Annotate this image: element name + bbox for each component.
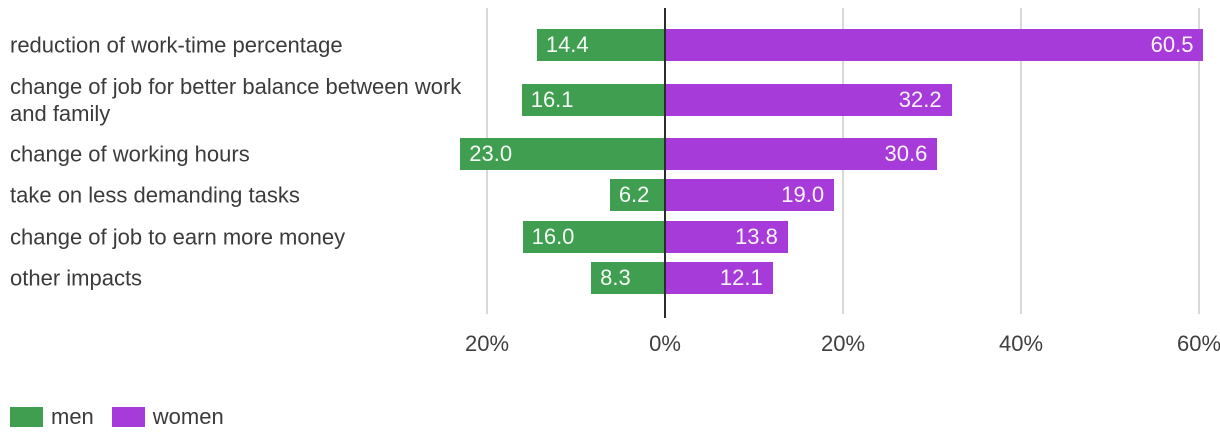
value-label-women: 30.6 (884, 141, 928, 166)
zero-axis-line (664, 8, 666, 318)
x-tick-label: 20% (820, 331, 866, 356)
value-label-men: 14.4 (545, 32, 589, 57)
bar-women: 32.2 (665, 84, 952, 116)
category-label: reduction of work-time percentage (10, 32, 343, 58)
category-label: change of working hours (10, 141, 250, 167)
value-label-men: 8.3 (600, 265, 631, 290)
bar-women: 19.0 (665, 179, 835, 211)
bar-women: 60.5 (665, 29, 1204, 61)
category-label: other impacts (10, 265, 143, 291)
legend-item-women: women (111, 404, 224, 430)
bar-women: 13.8 (665, 221, 788, 253)
legend-label-women: women (152, 404, 224, 429)
women-swatch (111, 407, 145, 427)
x-tick-label: 0% (649, 331, 681, 356)
value-label-women: 12.1 (719, 265, 763, 290)
bar-men: 14.4 (536, 29, 665, 61)
gridline (1020, 8, 1022, 314)
bar-women: 12.1 (665, 262, 773, 294)
bar-men: 6.2 (609, 179, 665, 211)
value-label-women: 60.5 (1150, 32, 1194, 57)
legend-item-men: men (10, 404, 94, 430)
value-label-women: 19.0 (781, 182, 825, 207)
legend: men women (10, 404, 224, 430)
category-label: change of job for better balance between… (10, 74, 462, 126)
x-tick-label: 40% (998, 331, 1044, 356)
legend-label-men: men (51, 404, 94, 429)
x-tick-label: 20% (464, 331, 510, 356)
men-swatch (10, 407, 43, 427)
value-label-men: 16.1 (530, 87, 574, 112)
value-label-women: 13.8 (734, 224, 778, 249)
bar-men: 23.0 (460, 138, 665, 170)
value-label-men: 23.0 (469, 141, 513, 166)
bar-men: 16.0 (522, 221, 665, 253)
category-label: take on less demanding tasks (10, 182, 300, 208)
value-label-men: 6.2 (618, 182, 650, 207)
gridline (1198, 8, 1200, 314)
bar-women: 30.6 (665, 138, 938, 170)
bar-men: 16.1 (521, 84, 665, 116)
x-tick-label: 60% (1176, 331, 1220, 356)
category-label: change of job to earn more money (10, 224, 346, 250)
value-label-men: 16.0 (531, 224, 575, 249)
bar-men: 8.3 (591, 262, 665, 294)
value-label-women: 32.2 (898, 87, 942, 112)
